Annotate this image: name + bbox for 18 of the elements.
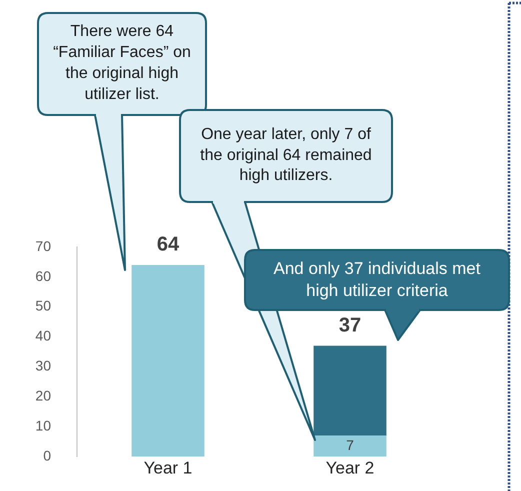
y-tick-label: 10 bbox=[35, 418, 52, 434]
bar bbox=[132, 264, 204, 457]
y-tick-label: 60 bbox=[35, 268, 52, 284]
y-tick-label: 30 bbox=[35, 358, 52, 374]
y-tick-label: 40 bbox=[35, 328, 52, 344]
annotation: And only 37 individuals met high utilizer criteria bbox=[272, 258, 482, 302]
x-tick-label: Year 2 bbox=[326, 458, 374, 478]
x-tick-label: Year 1 bbox=[144, 458, 192, 478]
y-tick-label: 50 bbox=[35, 298, 52, 314]
y-tick-label: 0 bbox=[43, 447, 52, 464]
data-label: 7 bbox=[346, 436, 354, 453]
bar bbox=[314, 436, 386, 457]
total-label: 37 bbox=[338, 314, 362, 336]
y-tick-label: 20 bbox=[35, 388, 52, 404]
text: There were 64 “Familiar Faces” on the original high utilizer list. bbox=[52, 22, 192, 105]
total-label: 64 bbox=[156, 233, 180, 256]
text: One year later, only 7 of the original 64 remained high utilizers. bbox=[199, 124, 373, 186]
y-tick-label: 70 bbox=[35, 238, 52, 254]
